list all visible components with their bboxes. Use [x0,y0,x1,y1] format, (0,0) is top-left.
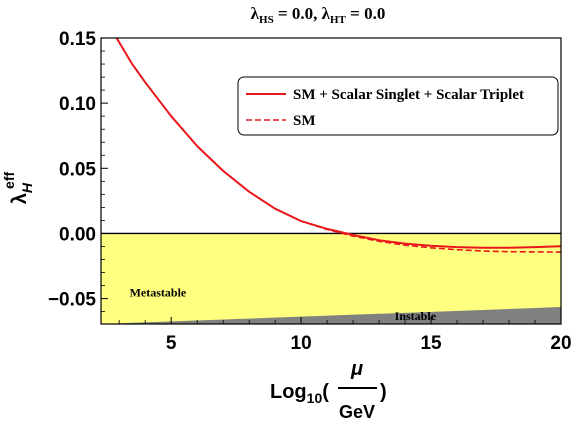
ylabel-sub: H [19,182,35,193]
x-tick-label: 5 [166,333,177,354]
legend-box [237,76,559,136]
chart-title: λHS = 0.0, λHT = 0.0 [251,4,386,26]
unstable-region [101,307,561,324]
title-lambda-1: λ [251,4,260,23]
xlabel-close: ) [380,381,387,403]
title-sub-ht: HT [330,14,347,26]
x-tick-label: 10 [291,333,312,354]
metastable-label: Metastable [130,286,187,300]
xlabel-log: Log [270,381,307,403]
legend-label-combined: SM + Scalar Singlet + Scalar Triplet [293,87,524,103]
y-tick-label: −0.05 [48,290,97,311]
title-lambda-2: λ [322,4,331,23]
legend-label-sm: SM [293,113,316,129]
series-line-combined [115,37,562,249]
y-axis-label: λHeff [1,171,35,204]
ylabel-sup: eff [1,171,17,188]
x-tick-label: 20 [550,333,571,354]
title-sub-hs: HS [259,14,274,26]
unstable-label: Instable [395,309,437,323]
y-tick-label: 0.05 [59,159,96,180]
stability-regions [101,233,561,324]
y-tick-label: 0.15 [59,29,96,50]
xlabel-numerator: μ [350,358,363,380]
y-tick-label: 0.10 [59,94,96,115]
xlabel-denominator: GeV [339,402,375,422]
axis-ticks: 5 10 15 20 −0.05 0.00 0.05 0.10 0.15 [48,29,572,354]
x-tick-label: 15 [420,333,442,354]
legend: SM + Scalar Singlet + Scalar Triplet SM [237,76,559,136]
svg-text:Log10(: Log10( [270,381,329,406]
series-line-sm [115,37,562,253]
xlabel-open: ( [322,381,329,403]
xlabel-sub: 10 [307,390,323,406]
ylabel-lambda: λ [9,193,31,204]
title-mid: = 0.0, [274,4,322,23]
x-axis-label: Log10( μ GeV ) [270,358,387,422]
title-tail: = 0.0 [346,4,385,23]
y-tick-label: 0.00 [59,224,96,245]
series-group [115,37,562,253]
